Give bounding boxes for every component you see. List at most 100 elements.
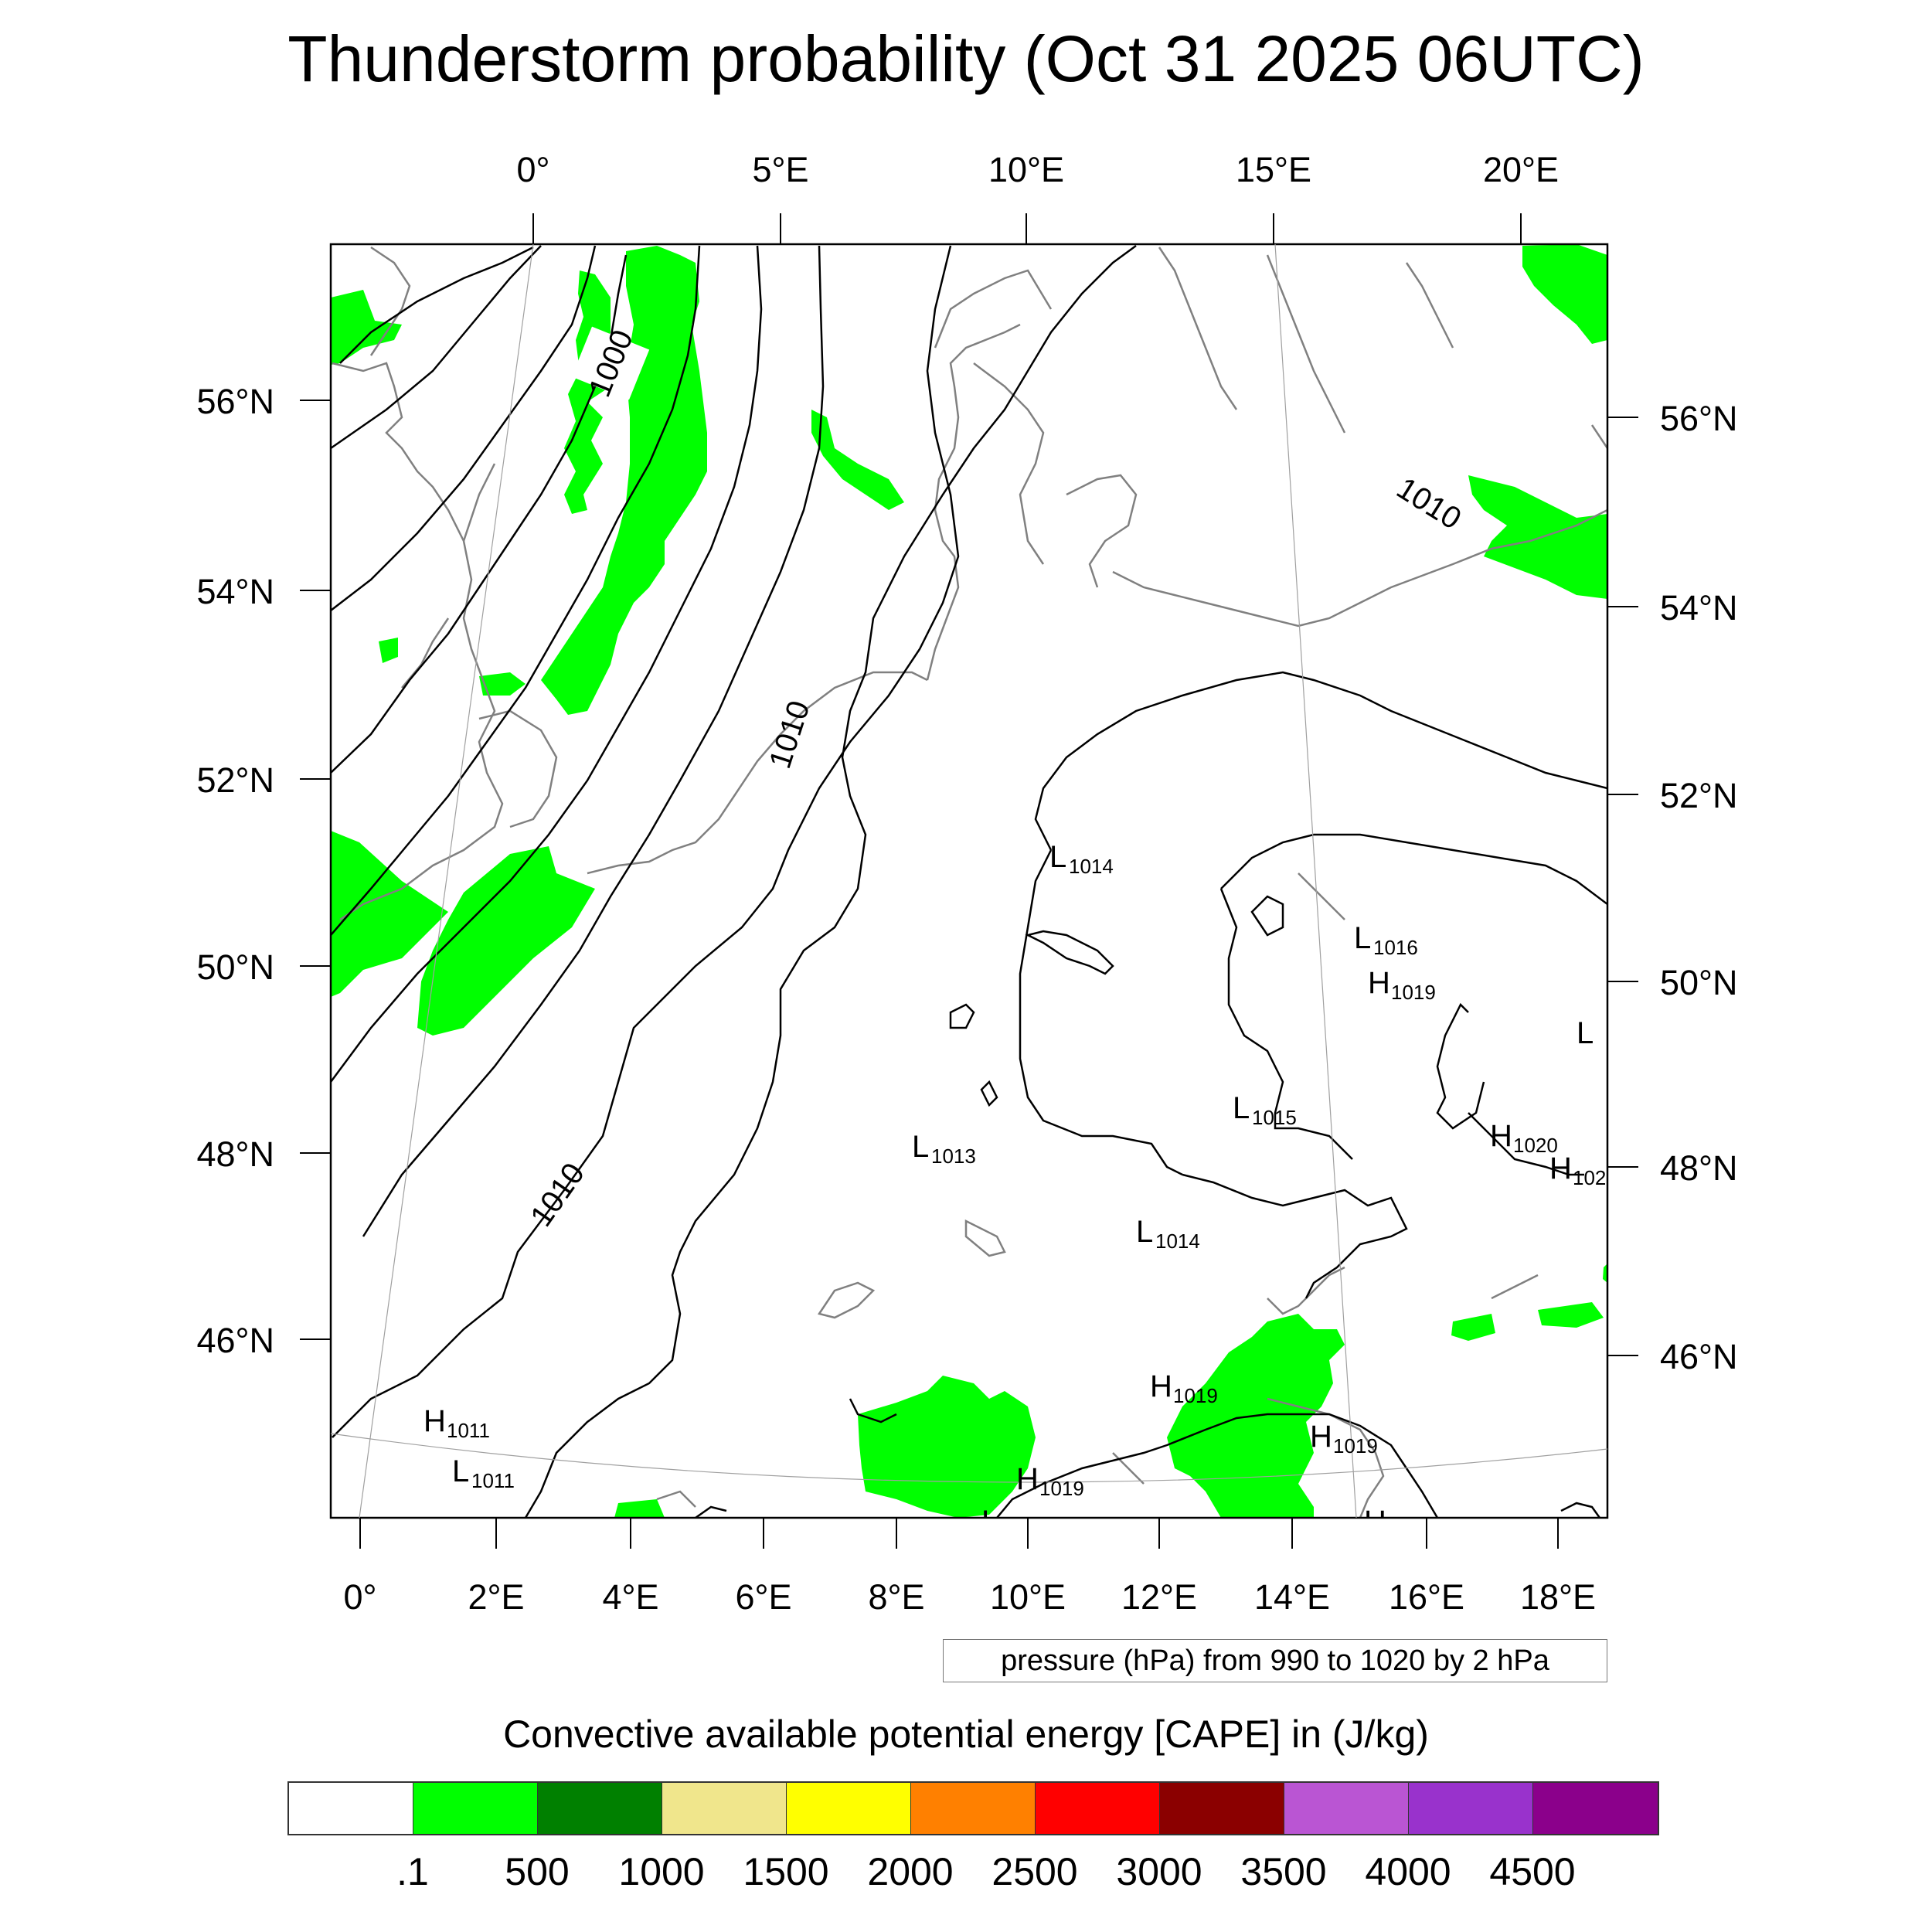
pressure-center-L1013: L 1013 [981, 1505, 1046, 1543]
colorbar-swatch [1409, 1783, 1533, 1834]
bottom-lon-label: 0° [343, 1577, 376, 1617]
left-lat-label: 48°N [196, 1134, 274, 1174]
pressure-center-value: 1019 [1173, 1384, 1218, 1407]
pressure-center-value: 1013 [1001, 1519, 1046, 1543]
colorbar-swatch [1284, 1783, 1409, 1834]
colorbar-swatch [538, 1783, 662, 1834]
top-lon-label: 5°E [752, 150, 808, 189]
pressure-center-H1019: H 1019 [1016, 1462, 1084, 1500]
pressure-center-value: 1013 [931, 1145, 976, 1168]
right-lat-label: 50°N [1660, 963, 1738, 1002]
isobar-label: 1010 [524, 1157, 591, 1233]
pressure-center-L1011: L 1011 [452, 1454, 515, 1492]
pressure-center-H1019: H 1019 [1368, 966, 1436, 1004]
cape-shading [331, 244, 1607, 1518]
colorbar-swatch [289, 1783, 413, 1834]
colorbar-tick-label: 3000 [1116, 1850, 1202, 1893]
pressure-center-L1014: L 1014 [1136, 1215, 1200, 1253]
top-lon-label: 15°E [1236, 150, 1311, 189]
pressure-center-H1011: H 1011 [423, 1404, 490, 1442]
colorbar-title: Convective available potential energy [C… [503, 1713, 1429, 1756]
colorbar [287, 1781, 1659, 1835]
colorbar-swatch [662, 1783, 787, 1834]
colorbar-tick-label: 500 [505, 1850, 570, 1893]
colorbar-swatch [911, 1783, 1036, 1834]
pressure-center-letter: H [1490, 1119, 1512, 1153]
pressure-center-letter: L [1049, 840, 1066, 874]
bottom-lon-label: 18°E [1520, 1577, 1596, 1617]
colorbar-tick-label: 1500 [743, 1850, 829, 1893]
colorbar-swatch [1533, 1783, 1658, 1834]
pressure-center-value: 1011 [447, 1419, 490, 1442]
pressure-center-letter: H [1368, 966, 1390, 1000]
top-lon-label: 10°E [988, 150, 1064, 189]
pressure-center-letter: L [452, 1454, 469, 1488]
colorbar-labels: .1 500 1000 1500 2000 2500 3000 3500 400… [0, 1849, 1932, 1896]
colorbar-tick-label: 4000 [1365, 1850, 1451, 1893]
left-lat-label: 52°N [196, 760, 274, 800]
colorbar-tick-label: 1000 [618, 1850, 705, 1893]
colorbar-tick-label: 2500 [992, 1850, 1078, 1893]
pressure-center-value: 1019 [1039, 1477, 1084, 1500]
pressure-center-L1016: L 1016 [1354, 921, 1418, 959]
right-lat-label: 48°N [1660, 1148, 1738, 1188]
colorbar-tick-label: .1 [396, 1850, 429, 1893]
left-lat-label: 54°N [196, 572, 274, 611]
colorbar-tick-label: 4500 [1489, 1850, 1576, 1893]
pressure-center-letter: L [912, 1130, 929, 1164]
colorbar-swatch [1160, 1783, 1284, 1834]
pressure-center-H1019: H 1019 [1310, 1420, 1378, 1458]
pressure-center-letter: H [1549, 1151, 1572, 1185]
bottom-lon-label: 4°E [602, 1577, 658, 1617]
pressure-center-letter: L [1354, 921, 1371, 955]
left-lat-label: 50°N [196, 947, 274, 987]
right-lat-label: 54°N [1660, 588, 1738, 628]
pressure-center-letter: H [1150, 1369, 1172, 1403]
pressure-center-letter: L [1577, 1016, 1594, 1050]
map-frame [329, 243, 1609, 1519]
pressure-center-value: 1015 [1252, 1106, 1297, 1129]
pressure-center-letter: L [981, 1505, 998, 1539]
pressure-center-letter: H [423, 1404, 446, 1438]
pressure-center-value: 1019 [1333, 1434, 1378, 1458]
bottom-lon-label: 8°E [868, 1577, 924, 1617]
right-lat-label: 52°N [1660, 776, 1738, 815]
colorbar-swatch [1036, 1783, 1160, 1834]
pressure-center-letter: L [1233, 1091, 1250, 1125]
pressure-center-value: 1019 [1391, 981, 1436, 1004]
pressure-center-letter: H [1310, 1420, 1332, 1454]
pressure-center-value: 102 [1573, 1166, 1606, 1189]
pressure-center-value: 1016 [1373, 936, 1418, 959]
pressure-center-value: 1014 [1155, 1230, 1200, 1253]
coastlines [332, 246, 1607, 1518]
graticule [330, 243, 1608, 1519]
pressure-center-value: 1011 [471, 1469, 515, 1492]
pressure-center-letter: H [1016, 1462, 1039, 1496]
pressure-center-H1019: H 1019 [1150, 1369, 1218, 1407]
pressure-center-L1014: L 1014 [1049, 840, 1114, 878]
pressure-center-letter: L [1136, 1215, 1153, 1249]
bottom-lon-label: 14°E [1254, 1577, 1330, 1617]
pressure-center-L: L [1577, 1016, 1594, 1050]
pressure-center-L1015: L 1015 [1233, 1091, 1297, 1129]
colorbar-swatch [787, 1783, 911, 1834]
pressure-center-value: 1020 [1513, 1134, 1558, 1157]
colorbar-swatch [413, 1783, 538, 1834]
isobar-label: 1010 [763, 697, 816, 773]
isobar-label: 1010 [1391, 471, 1468, 536]
left-lat-label: 56°N [196, 382, 274, 421]
right-lat-label: 46°N [1660, 1337, 1738, 1376]
colorbar-tick-label: 2000 [867, 1850, 954, 1893]
isobars [331, 244, 1607, 1518]
map-title: Thunderstorm probability (Oct 31 2025 06… [287, 22, 1645, 95]
pressure-center-value: 1014 [1069, 855, 1114, 878]
bottom-lon-label: 6°E [735, 1577, 791, 1617]
pressure-center-letter: H [1364, 1505, 1386, 1539]
bottom-lon-label: 12°E [1121, 1577, 1197, 1617]
bottom-lon-label: 10°E [990, 1577, 1066, 1617]
right-lat-label: 56°N [1660, 399, 1738, 438]
pressure-center-L1013: L 1013 [912, 1130, 976, 1168]
top-lon-label: 20°E [1483, 150, 1559, 189]
pressure-center-H1020: H 1020 [1490, 1119, 1558, 1157]
